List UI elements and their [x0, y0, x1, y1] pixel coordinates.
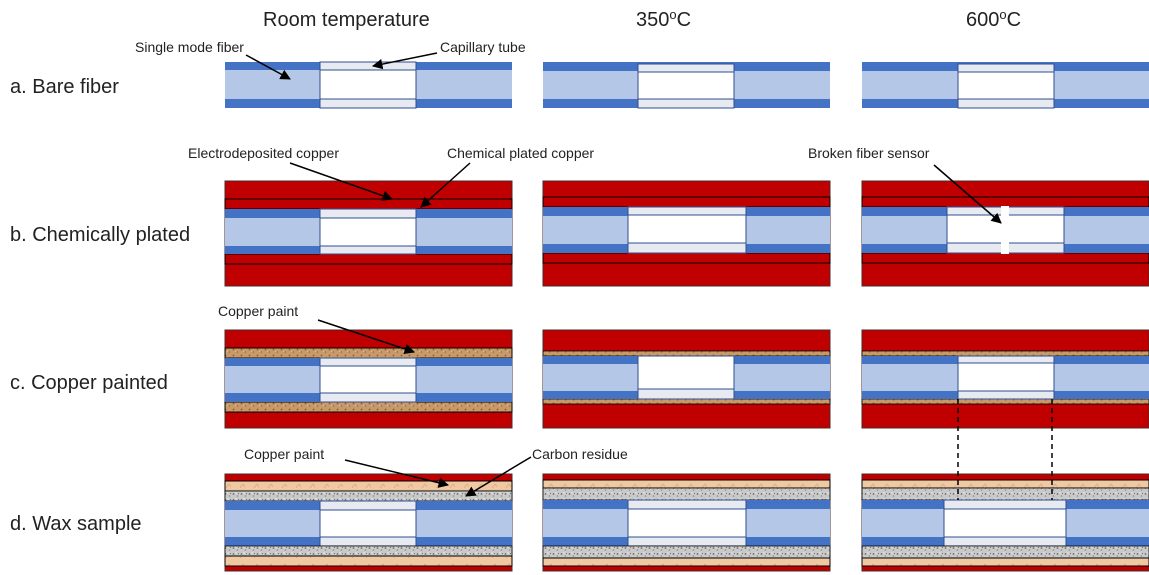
row-label-copper-painted: c. Copper painted: [10, 372, 168, 394]
callout-electrodeposited-copper: Electrodeposited copper: [188, 145, 339, 161]
callout-single-mode-fiber: Single mode fiber: [135, 39, 244, 55]
bare-fiber-350c: [543, 62, 830, 109]
arrow-single-mode-fiber: [245, 54, 291, 80]
arrow-copper-paint-c: [317, 319, 415, 354]
arrow-carbon-residue: [465, 456, 532, 497]
arrow-chemical-plated-copper: [420, 162, 471, 208]
arrow-capillary-tube: [371, 52, 438, 70]
copper-painted-600c: [861, 329, 1149, 429]
callout-chemical-plated-copper: Chemical plated copper: [447, 145, 594, 161]
row-label-chemically-plated: b. Chemically plated: [10, 224, 190, 246]
arrow-electrodeposited-copper: [289, 162, 393, 201]
wax-sample-600c: [861, 473, 1149, 572]
copper-painted-350c: [542, 329, 831, 429]
broken-fiber-gap: [1001, 206, 1009, 254]
chemically-plated-room-temp: [224, 180, 513, 287]
column-heading-600c: 600oC: [966, 7, 1021, 31]
bare-fiber-room-temp: [225, 61, 512, 109]
callout-copper-paint-d: Copper paint: [244, 446, 324, 462]
chemically-plated-600c: [861, 180, 1149, 287]
wax-sample-350c: [542, 473, 831, 572]
callout-capillary-tube: Capillary tube: [440, 39, 526, 55]
bare-fiber-600c: [862, 62, 1149, 109]
row-label-bare-fiber: a. Bare fiber: [10, 76, 119, 98]
chemically-plated-350c: [542, 180, 831, 287]
row-label-wax-sample: d. Wax sample: [10, 513, 142, 535]
arrow-copper-paint-d: [344, 459, 450, 488]
wax-sample-room-temp: [224, 473, 513, 572]
callout-broken-fiber-sensor: Broken fiber sensor: [808, 145, 930, 161]
callout-copper-paint-c: Copper paint: [218, 303, 298, 319]
callout-carbon-residue: Carbon residue: [532, 446, 628, 462]
arrow-broken-fiber-sensor: [933, 164, 1002, 224]
copper-painted-room-temp: [224, 329, 513, 429]
column-heading-350c: 350oC: [636, 7, 691, 31]
column-heading-room-temperature: Room temperature: [263, 9, 430, 31]
